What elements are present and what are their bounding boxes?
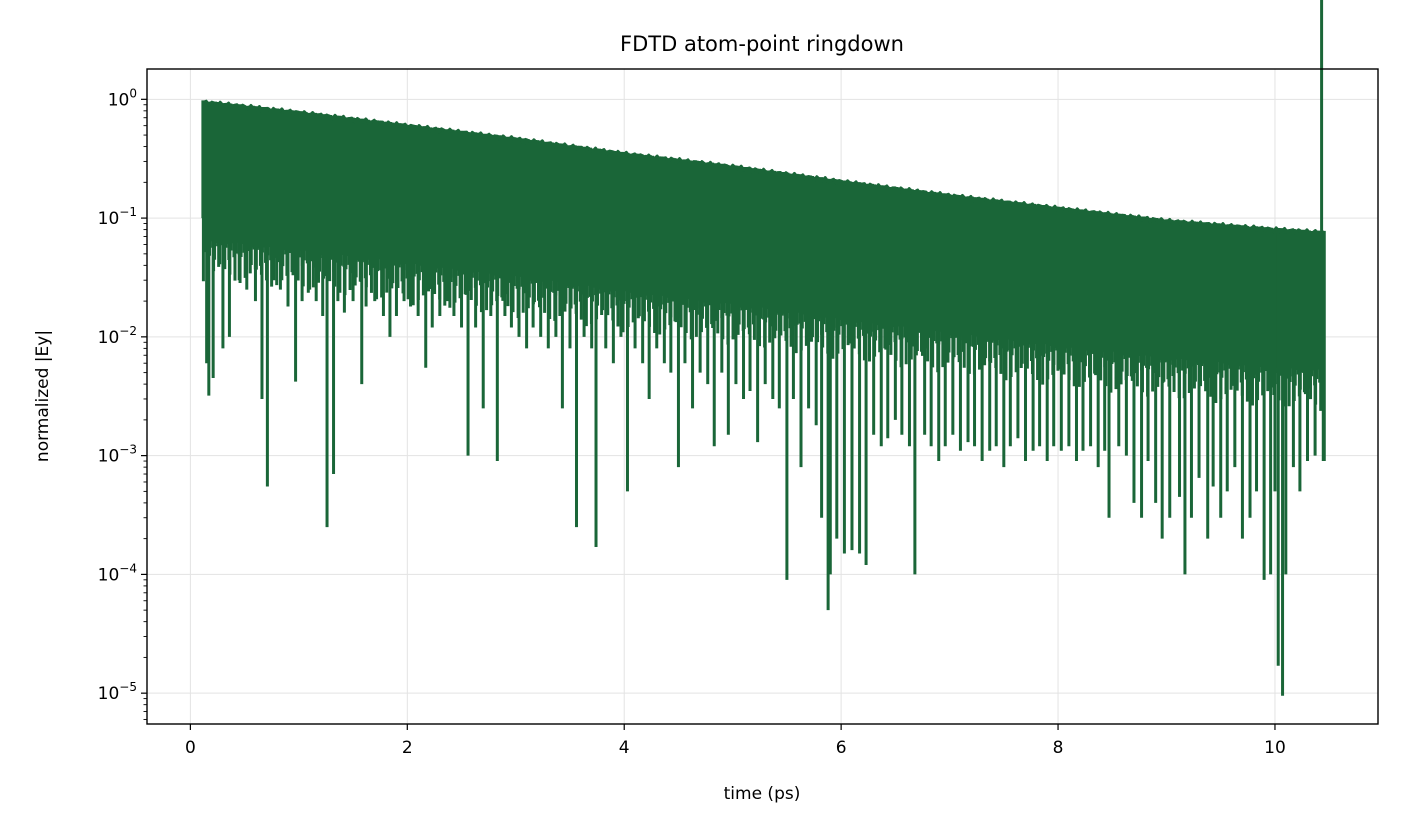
- series-ey: [201, 0, 1326, 696]
- y-tick-label: 10−3: [98, 443, 137, 467]
- x-tick-label: 10: [1264, 738, 1286, 758]
- y-axis-ticks: 100 10−1 10−2 10−3 10−4 10−5: [98, 86, 147, 720]
- y-tick-label: 10−2: [98, 324, 137, 348]
- x-axis-ticks: 0 2 4 6 8 10: [185, 724, 1286, 758]
- x-tick-label: 2: [402, 738, 413, 758]
- x-tick-label: 8: [1053, 738, 1064, 758]
- y-tick-label: 10−4: [98, 561, 137, 585]
- y-tick-label: 10−1: [98, 205, 137, 229]
- x-tick-label: 4: [619, 738, 630, 758]
- x-tick-label: 0: [185, 738, 196, 758]
- plot-frame: [146, 68, 1379, 725]
- y-axis-label: normalized |Ey|: [33, 330, 53, 462]
- y-tick-label: 10−5: [98, 680, 137, 704]
- x-tick-label: 6: [836, 738, 847, 758]
- y-tick-label: 100: [108, 86, 137, 110]
- x-axis-label: time (ps): [724, 784, 801, 804]
- chart-title: FDTD atom-point ringdown: [620, 32, 904, 56]
- series-ey-envelope: [202, 99, 1324, 237]
